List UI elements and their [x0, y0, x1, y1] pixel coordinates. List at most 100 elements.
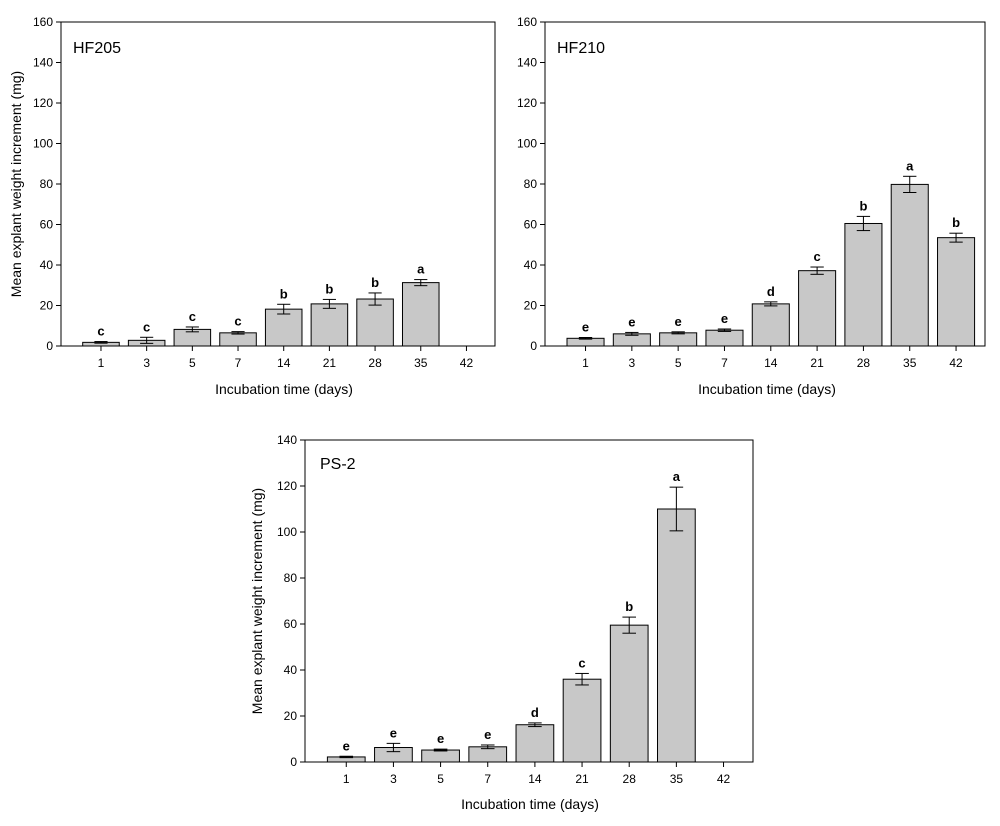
- y-tick-label: 20: [524, 299, 538, 313]
- y-tick-label: 80: [524, 177, 538, 191]
- plot-frame: [544, 21, 986, 347]
- significance-letter: b: [280, 286, 288, 301]
- y-tick-label: 60: [524, 218, 538, 232]
- x-tick-label: 28: [857, 356, 871, 370]
- significance-letter: b: [625, 599, 633, 614]
- chart-marks: 0 20 40 60 80 100 120 140 1 e 3 e 5 e 7 e 14 d 21 c 28 b 35 a 42: [277, 433, 731, 786]
- y-tick-label: 0: [290, 755, 297, 769]
- y-tick-label: 100: [277, 525, 297, 539]
- bar: [657, 508, 696, 763]
- significance-letter: e: [721, 311, 728, 326]
- bar: [798, 270, 837, 347]
- y-tick-label: 80: [40, 177, 54, 191]
- chart-marks: 0 20 40 60 80 100 120 140 160 1 c 3 c 5 c 7 c 14 b 21 b 28 b 35…: [33, 15, 473, 370]
- y-tick-label: 160: [33, 15, 53, 29]
- y-tick-label: 120: [33, 96, 53, 110]
- bar: [659, 332, 698, 347]
- chart-marks: 0 20 40 60 80 100 120 140 160 1 e 3 e 5 e 7 e 14 d 21 c 28 b 35…: [517, 15, 976, 370]
- x-tick-label: 3: [628, 356, 635, 370]
- bar: [751, 303, 790, 347]
- y-tick-label: 40: [524, 258, 538, 272]
- plot-frame: [304, 439, 754, 763]
- y-tick-label: 60: [40, 218, 54, 232]
- bar: [219, 332, 257, 347]
- y-tick-label: 60: [284, 617, 298, 631]
- bar: [844, 222, 883, 347]
- significance-letter: a: [906, 158, 914, 173]
- x-tick-label: 21: [323, 356, 337, 370]
- x-tick-label: 42: [460, 356, 474, 370]
- x-tick-label: 3: [390, 772, 397, 786]
- x-tick-label: 35: [414, 356, 428, 370]
- y-tick-label: 20: [284, 709, 298, 723]
- bar: [705, 329, 744, 347]
- x-tick-label: 21: [575, 772, 589, 786]
- y-tick-label: 120: [277, 479, 297, 493]
- bar: [515, 724, 555, 763]
- y-tick-label: 140: [33, 56, 53, 70]
- x-tick-label: 3: [143, 356, 150, 370]
- y-tick-label: 40: [40, 258, 54, 272]
- y-tick-label: 100: [33, 137, 53, 151]
- y-axis-label: Mean explant weight increment (mg): [8, 71, 24, 297]
- significance-letter: a: [417, 262, 425, 277]
- bar: [264, 308, 303, 347]
- x-tick-label: 14: [764, 356, 778, 370]
- bar: [401, 282, 440, 347]
- x-tick-label: 35: [670, 772, 684, 786]
- panel-title: HF205: [73, 40, 121, 57]
- significance-letter: c: [97, 324, 104, 339]
- x-tick-label: 14: [528, 772, 542, 786]
- x-tick-label: 1: [582, 356, 589, 370]
- significance-letter: d: [531, 705, 539, 720]
- x-tick-label: 5: [189, 356, 196, 370]
- significance-letter: b: [371, 275, 379, 290]
- x-tick-label: 28: [368, 356, 382, 370]
- significance-letter: e: [628, 314, 635, 329]
- x-tick-label: 7: [721, 356, 728, 370]
- x-axis-label: Incubation time (days): [215, 381, 353, 397]
- x-tick-label: 28: [623, 772, 637, 786]
- significance-letter: b: [325, 281, 333, 296]
- panel-title: HF210: [557, 40, 605, 57]
- bar: [937, 237, 976, 347]
- panel-ps-2: 0 20 40 60 80 100 120 140 1 e 3 e 5 e 7 e 14 d 21 c 28 b 35 a 42…: [249, 433, 754, 812]
- bar: [562, 678, 602, 763]
- y-tick-label: 80: [284, 571, 298, 585]
- x-axis-label: Incubation time (days): [698, 381, 836, 397]
- y-tick-label: 20: [40, 299, 54, 313]
- significance-letter: e: [437, 731, 444, 746]
- bar: [890, 183, 929, 347]
- bar: [356, 298, 394, 347]
- y-axis-label: Mean explant weight increment (mg): [249, 488, 265, 714]
- y-tick-label: 140: [277, 433, 297, 447]
- panel-hf210: 0 20 40 60 80 100 120 140 160 1 e 3 e 5 e 7 e 14 d 21 c 28 b 35…: [517, 15, 986, 397]
- y-tick-label: 40: [284, 663, 298, 677]
- x-tick-label: 1: [98, 356, 105, 370]
- y-tick-label: 120: [517, 96, 537, 110]
- x-tick-label: 35: [903, 356, 917, 370]
- x-tick-label: 7: [235, 356, 242, 370]
- significance-letter: b: [859, 198, 867, 213]
- significance-letter: c: [143, 319, 150, 334]
- x-tick-label: 5: [675, 356, 682, 370]
- x-tick-label: 7: [484, 772, 491, 786]
- x-tick-label: 5: [437, 772, 444, 786]
- significance-letter: e: [675, 314, 682, 329]
- bar: [310, 303, 349, 347]
- y-tick-label: 140: [517, 56, 537, 70]
- significance-letter: e: [343, 738, 350, 753]
- panel-hf205: 0 20 40 60 80 100 120 140 160 1 c 3 c 5 c 7 c 14 b 21 b 28 b 35…: [8, 15, 496, 397]
- x-tick-label: 1: [343, 772, 350, 786]
- bar: [421, 749, 460, 763]
- significance-letter: e: [390, 725, 397, 740]
- significance-letter: d: [767, 284, 775, 299]
- y-tick-label: 0: [46, 339, 53, 353]
- x-tick-label: 21: [810, 356, 824, 370]
- significance-letter: b: [952, 215, 960, 230]
- bar: [609, 624, 649, 763]
- significance-letter: c: [189, 309, 196, 324]
- y-tick-label: 160: [517, 15, 537, 29]
- significance-letter: c: [234, 314, 241, 329]
